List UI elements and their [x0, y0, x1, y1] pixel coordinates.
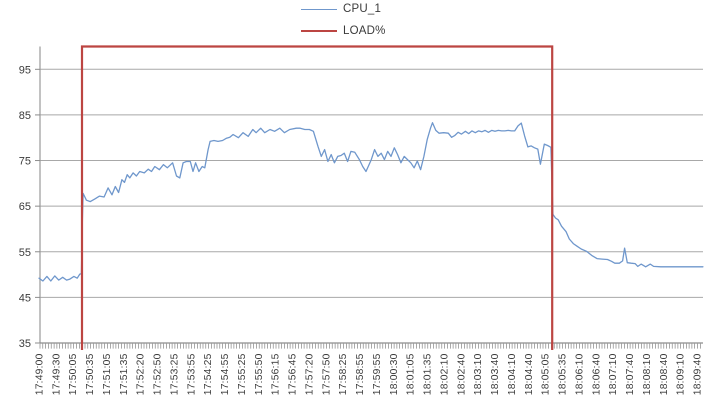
x-tick-label: 17:55:50	[254, 353, 265, 395]
x-axis-labels: 17:49:00 17:49:30 17:50:05 17:50:35 17:51:05…	[35, 353, 704, 395]
legend: CPU_1 LOAD%	[301, 2, 386, 46]
x-tick-label: 17:50:05	[68, 353, 79, 395]
x-tick-label: 18:02:10	[439, 353, 450, 395]
x-tick-label: 17:50:35	[85, 353, 96, 395]
x-tick-label: 17:55:25	[237, 353, 248, 395]
x-tick-label: 18:01:35	[423, 353, 434, 395]
x-tick-label: 18:06:40	[591, 353, 602, 395]
load-series-line[interactable]	[80, 45, 554, 351]
x-tick-label: 18:08:40	[659, 353, 670, 395]
x-tick-label: 17:49:30	[51, 353, 62, 395]
x-tick-label: 17:59:55	[372, 353, 383, 395]
x-tick-label: 18:09:10	[676, 353, 687, 395]
x-tick-label: 18:05:05	[541, 353, 552, 395]
x-tick-label: 17:58:25	[338, 353, 349, 395]
x-tick-label: 18:03:40	[490, 353, 501, 395]
x-tick-label: 17:54:25	[203, 353, 214, 395]
y-tick-label: 85	[19, 110, 31, 122]
x-tick-label: 18:04:40	[524, 353, 535, 395]
axes	[39, 46, 703, 344]
x-tick-label: 17:58:55	[355, 353, 366, 395]
y-tick-label: 35	[19, 338, 31, 350]
legend-label-cpu1: CPU_1	[343, 3, 382, 15]
load-line-swatch	[301, 30, 337, 32]
gridlines	[40, 68, 703, 298]
x-tick-label: 18:08:10	[642, 353, 653, 395]
x-tick-label: 17:56:45	[288, 353, 299, 395]
x-tick-label: 17:53:25	[169, 353, 180, 395]
legend-label-load: LOAD%	[343, 25, 386, 37]
y-tick-label: 55	[19, 247, 31, 259]
x-tick-label: 17:52:20	[136, 353, 147, 395]
x-tick-label: 17:54:55	[220, 353, 231, 395]
x-tick-label: 17:53:55	[186, 353, 197, 395]
legend-item-cpu1[interactable]: CPU_1	[301, 2, 386, 16]
legend-item-load[interactable]: LOAD%	[301, 24, 386, 38]
x-tick-label: 17:51:05	[102, 353, 113, 395]
x-tick-label: 18:06:10	[574, 353, 585, 395]
x-tick-label: 18:03:10	[473, 353, 484, 395]
x-tick-label: 18:00:30	[389, 353, 400, 395]
x-tick-label: 17:49:00	[35, 353, 46, 395]
x-tick-label: 18:09:40	[693, 353, 704, 395]
x-tick-label: 18:01:05	[406, 353, 417, 395]
x-tick-label: 18:02:40	[456, 353, 467, 395]
x-tick-label: 17:57:50	[321, 353, 332, 395]
y-tick-label: 75	[19, 156, 31, 168]
x-tick-label: 18:07:40	[625, 353, 636, 395]
cpu1-line-swatch	[301, 8, 337, 10]
x-tick-label: 17:56:15	[271, 353, 282, 395]
y-tick-label: 65	[19, 201, 31, 213]
y-tick-label: 45	[19, 292, 31, 304]
x-tick-label: 18:04:10	[507, 353, 518, 395]
x-tick-label: 17:52:50	[153, 353, 164, 395]
x-axis-minor-ticks	[39, 343, 701, 349]
x-tick-label: 18:07:10	[608, 353, 619, 395]
cpu1-series-line[interactable]	[38, 122, 704, 282]
x-tick-label: 18:05:35	[558, 353, 569, 395]
x-tick-label: 17:51:35	[119, 353, 130, 395]
x-tick-label: 17:57:20	[304, 353, 315, 395]
y-tick-label: 95	[19, 64, 31, 76]
y-axis-ticks: 95 85 75 65 55 45 35	[19, 64, 40, 350]
